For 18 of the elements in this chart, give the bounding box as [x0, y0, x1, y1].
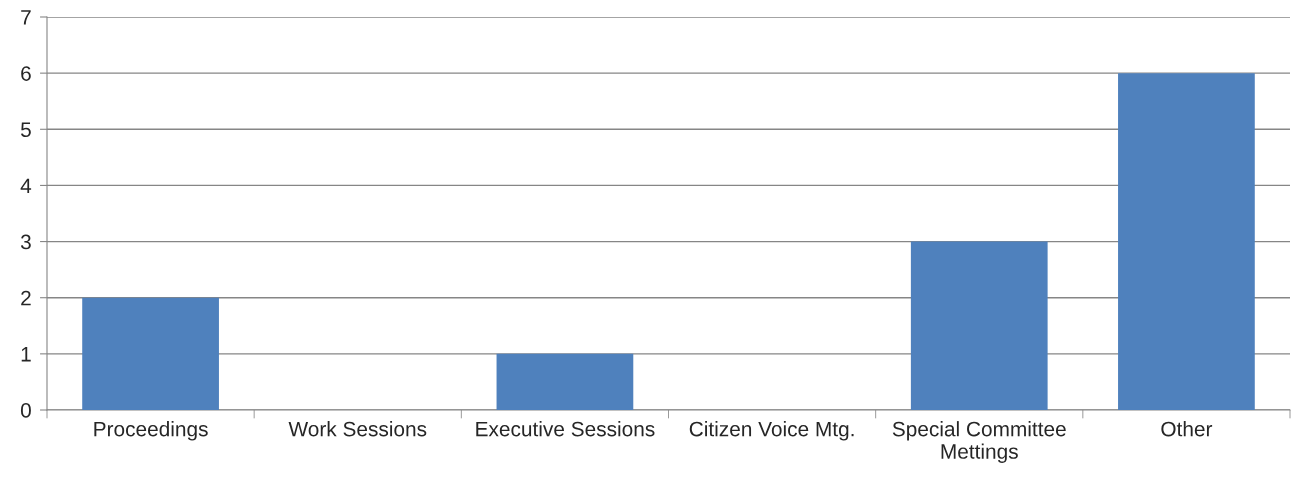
bar: [82, 297, 219, 410]
y-tick-label: 5: [20, 122, 31, 138]
y-tick-label: 2: [21, 290, 31, 306]
x-tick-label: Proceedings: [94, 421, 208, 441]
x-tick-label: Other: [1161, 421, 1213, 437]
y-tick-label: 6: [21, 66, 31, 81]
x-tick-label: Special Committee Mettings: [892, 421, 1066, 463]
y-tick-label: 3: [20, 234, 31, 250]
x-tick-label: Work Sessions: [288, 421, 427, 437]
y-tick-label: 7: [21, 10, 31, 25]
y-tick-label: 4: [20, 178, 32, 193]
bar: [910, 241, 1048, 410]
bar: [1118, 73, 1255, 410]
y-tick-label: 1: [21, 347, 31, 362]
bar: [496, 353, 634, 410]
x-tick-label: Executive Sessions: [476, 421, 655, 437]
y-tick-label: 0: [20, 403, 31, 418]
x-tick-label: Citizen Voice Mtg.: [689, 421, 854, 441]
